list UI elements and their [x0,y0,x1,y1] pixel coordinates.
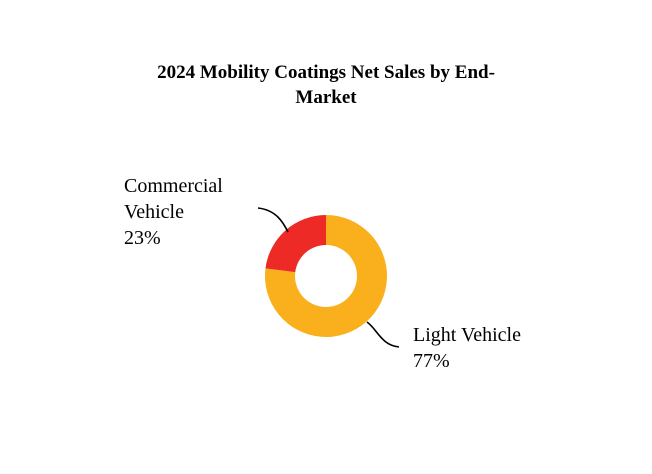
slice-label-light-vehicle-name: Light Vehicle [413,324,521,346]
slice-label-commercial-vehicle: Commercial Vehicle 23% [124,173,223,251]
slice-label-light-vehicle-value: 77% [413,350,450,372]
leader-line-commercial-vehicle [257,207,289,233]
donut-slice-light-vehicle [265,215,387,337]
slice-label-commercial-vehicle-value: 23% [124,227,161,249]
slice-label-commercial-vehicle-name-line-2: Vehicle [124,201,184,223]
slice-label-light-vehicle: Light Vehicle 77% [413,322,521,374]
leader-line-light-vehicle [366,321,400,348]
donut-slices [265,215,387,337]
chart-title: 2024 Mobility Coatings Net Sales by End-… [157,62,495,108]
donut-slice-commercial-vehicle [265,215,326,273]
slice-label-commercial-vehicle-name-line-1: Commercial [124,175,223,197]
